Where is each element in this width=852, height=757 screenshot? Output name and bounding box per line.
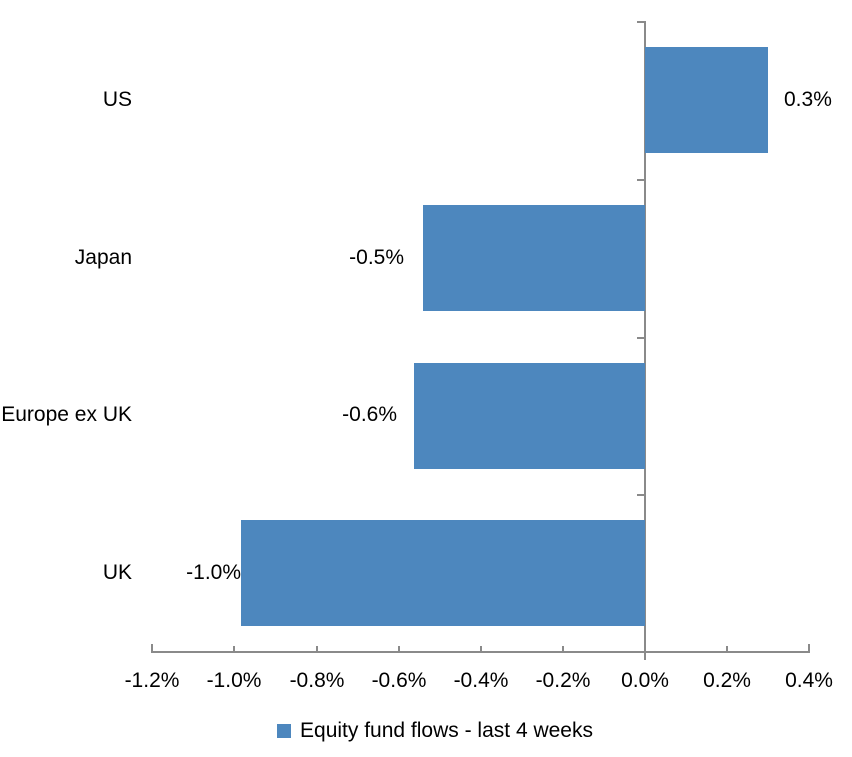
x-axis-endcap-tick xyxy=(151,644,153,652)
value-label-europe-ex-uk: -0.6% xyxy=(342,403,397,426)
category-axis-tick xyxy=(637,179,645,181)
x-axis-tick xyxy=(233,646,235,652)
x-tick-label: -0.6% xyxy=(371,669,427,692)
x-axis-tick xyxy=(562,646,564,652)
value-label-us: 0.3% xyxy=(784,88,832,111)
x-tick-label: -1.0% xyxy=(206,669,262,692)
category-axis-tick xyxy=(637,21,645,23)
legend: Equity fund flows - last 4 weeks xyxy=(9,717,852,745)
bar-japan xyxy=(423,205,645,311)
category-label-uk: UK xyxy=(102,561,132,584)
x-tick-label: -0.8% xyxy=(289,669,345,692)
x-axis-tick xyxy=(480,646,482,652)
category-label-japan: Japan xyxy=(74,246,132,269)
category-axis-tick xyxy=(637,494,645,496)
x-tick-label: 0.0% xyxy=(621,669,669,692)
bar-europe-ex-uk xyxy=(414,363,645,469)
x-tick-label: 0.4% xyxy=(785,669,833,692)
x-tick-label: 0.2% xyxy=(703,669,751,692)
x-axis-tick xyxy=(726,646,728,652)
x-axis-line xyxy=(151,651,810,653)
x-tick-label: -0.2% xyxy=(535,669,591,692)
bar-uk xyxy=(241,520,645,626)
x-axis-tick xyxy=(398,646,400,652)
value-label-japan: -0.5% xyxy=(349,246,404,269)
legend-label: Equity fund flows - last 4 weeks xyxy=(300,719,593,742)
value-label-uk: -1.0% xyxy=(186,561,241,584)
zero-axis-line xyxy=(644,21,646,652)
legend-swatch-icon xyxy=(277,724,292,738)
x-tick-label: -0.4% xyxy=(453,669,509,692)
x-tick-label: -1.2% xyxy=(124,669,180,692)
x-axis-endcap-tick xyxy=(808,644,810,652)
x-axis-tick xyxy=(316,646,318,652)
bar-us xyxy=(645,47,768,153)
category-label-europe-ex-uk: Europe ex UK xyxy=(1,403,132,426)
category-axis-tick xyxy=(637,337,645,339)
category-label-us: US xyxy=(102,88,132,111)
x-axis-zero-tick xyxy=(644,653,646,660)
